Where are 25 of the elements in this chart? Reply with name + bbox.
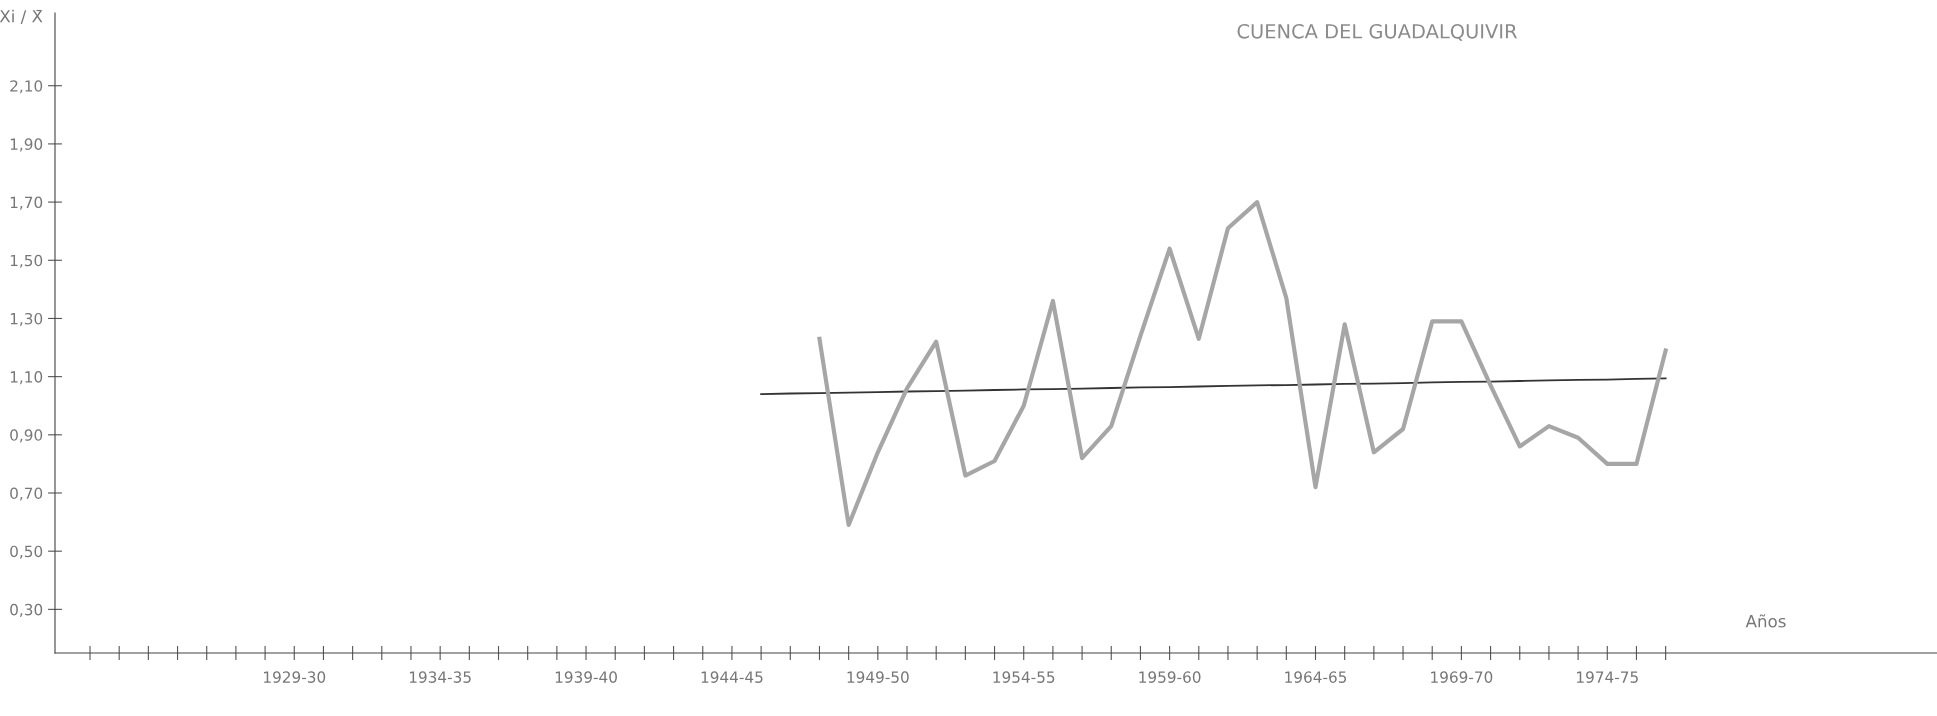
x-tick-label: 1964-65	[1285, 671, 1347, 683]
x-tick-label: 1949-50	[847, 671, 909, 683]
y-tick-label: 1,50	[10, 254, 43, 268]
y-tick-label: 1,90	[10, 138, 43, 152]
y-tick-label: 1,70	[10, 196, 43, 210]
x-tick-label: 1934-35	[409, 671, 471, 683]
y-axis-title: Xi / X̄	[0, 9, 43, 24]
x-axis-title: Años	[1745, 614, 1786, 628]
x-tick-label: 1969-70	[1431, 671, 1493, 683]
x-tick-label: 1974-75	[1577, 671, 1638, 683]
x-tick-label: 1959-60	[1139, 671, 1201, 683]
line-series	[760, 377, 1667, 395]
y-tick-label: 0,50	[10, 545, 43, 559]
y-tick-label: 0,70	[10, 487, 43, 501]
y-tick-label: 0,90	[10, 429, 43, 443]
y-tick-label: 1,30	[10, 312, 43, 327]
line-series	[817, 200, 1668, 528]
x-tick-label: 1929-30	[264, 671, 326, 683]
chart-title: CUENCA DEL GUADALQUIVIR	[1237, 23, 1518, 41]
x-tick-label: 1939-40	[555, 671, 617, 683]
x-tick-label: 1944-45	[701, 671, 763, 683]
y-tick-label: 2,10	[10, 80, 43, 94]
y-tick-label: 1,10	[10, 371, 43, 385]
x-tick-label: 1954-55	[993, 671, 1055, 683]
y-tick-label: 0,30	[10, 603, 43, 617]
